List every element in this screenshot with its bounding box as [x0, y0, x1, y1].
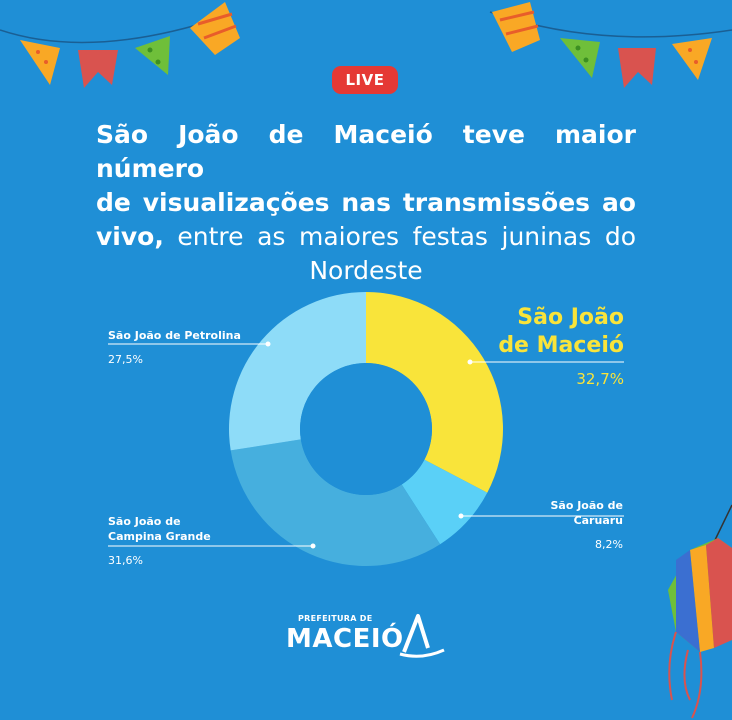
label-maceio-value: 32,7% [576, 370, 624, 388]
leader-caruaru-dot [458, 513, 464, 519]
label-petrolina-value: 27,5% [108, 353, 143, 366]
label-caruaru-name: São João de Caruaru [550, 499, 623, 527]
slice-maceio [366, 292, 504, 493]
slice-petrolina [228, 292, 366, 451]
label-caruaru: São João de Caruaru 8,2% [503, 498, 623, 552]
headline-line-2: de visualizações nas transmissões ao [96, 188, 636, 217]
label-maceio-name-1: São João [517, 305, 624, 330]
lantern-icon [668, 504, 732, 719]
logo-big-text: MACEIÓ [286, 624, 404, 654]
bunting-left-icon [20, 2, 240, 88]
leader-maceio-dot [467, 359, 473, 365]
headline: São João de Maceió teve maior número de … [96, 118, 636, 288]
slice-caruaru [401, 459, 488, 545]
live-badge: LIVE [332, 66, 398, 94]
logo-small-text: PREFEITURA DE [298, 614, 373, 623]
label-maceio-name-2: de Maceió [498, 333, 624, 358]
label-maceio: São João de Maceió 32,7% [498, 304, 624, 388]
headline-line-4: Nordeste [309, 256, 423, 285]
label-campina-name-2: Campina Grande [108, 530, 211, 543]
prefeitura-logo: PREFEITURA DE MACEIÓ [286, 610, 446, 660]
leader-campina-dot [310, 543, 316, 549]
label-campina: São João de Campina Grande 31,6% [108, 514, 248, 568]
label-campina-name-1: São João de [108, 515, 181, 528]
headline-line-1: São João de Maceió teve maior número [96, 120, 636, 183]
label-caruaru-value: 8,2% [595, 538, 623, 551]
bunting-right-icon [492, 2, 712, 88]
leader-petrolina-dot [265, 341, 271, 347]
logo-sail-icon [399, 614, 445, 658]
label-petrolina: São João de Petrolina 27,5% [108, 328, 268, 367]
headline-line-3: vivo, entre as maiores festas juninas do [96, 222, 636, 251]
label-campina-value: 31,6% [108, 554, 143, 567]
label-petrolina-name: São João de Petrolina [108, 329, 241, 342]
donut-hole [300, 363, 432, 495]
slice-campina [230, 439, 441, 566]
